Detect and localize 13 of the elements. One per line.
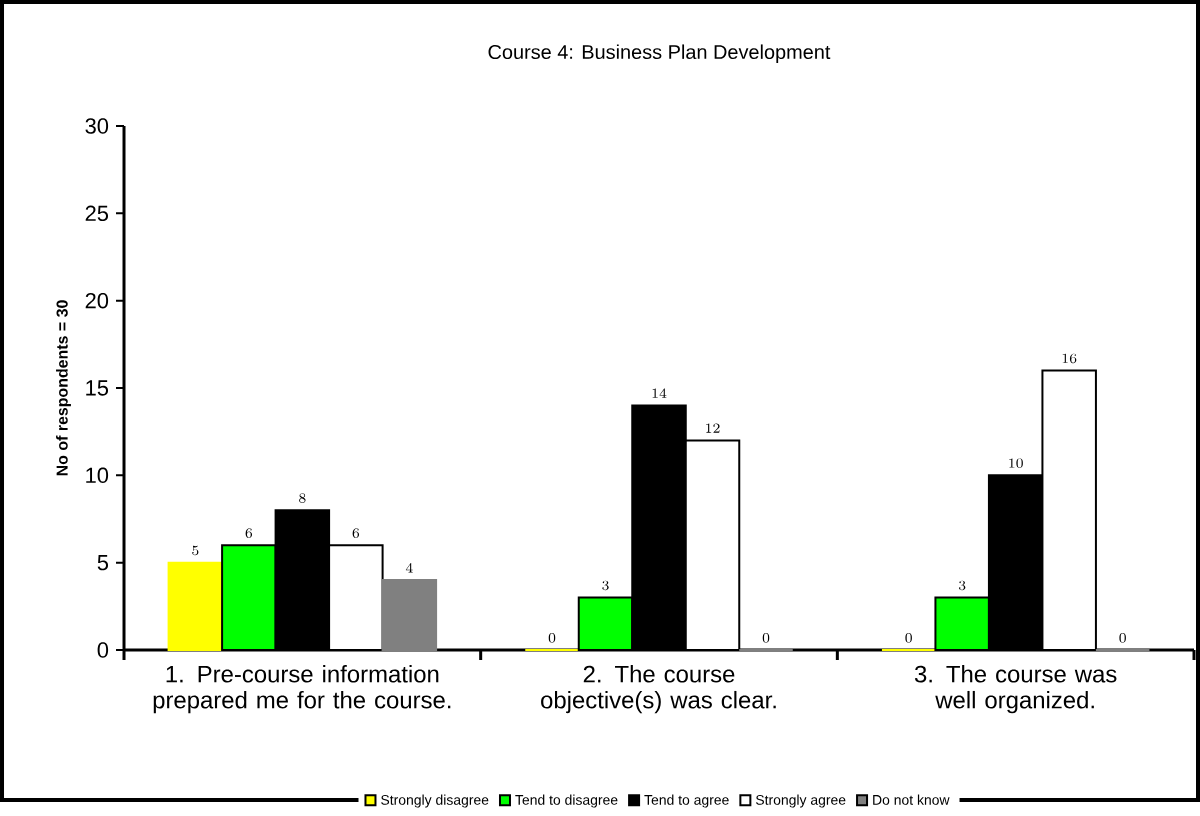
y-tick-label: 25 [85, 205, 109, 222]
bar [167, 561, 224, 652]
chart-title: Course 4: Business Plan Development [488, 44, 831, 64]
y-tick-label: 20 [85, 293, 109, 309]
y-tick-label: 10 [86, 467, 109, 484]
bar [381, 579, 438, 652]
y-tick-label: 5 [97, 555, 109, 571]
x-tick-label: 2. The course objective(s) was clear. [541, 665, 776, 714]
y-tick-label: 0 [97, 642, 109, 658]
y-tick-label: 15 [86, 380, 109, 396]
y-tick-label: 30 [85, 118, 109, 134]
x-tick-label: 1. Pre-course information prepared me for the course. [153, 665, 451, 714]
x-tick-label: 3. The course was well organized. [914, 665, 1117, 714]
